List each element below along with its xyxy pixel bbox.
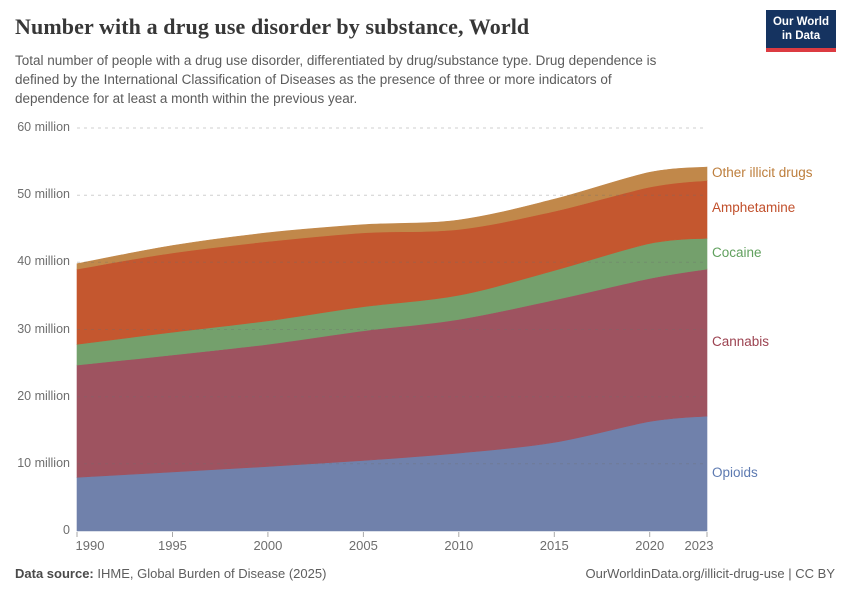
- owid-link[interactable]: OurWorldinData.org/illicit-drug-use | CC…: [585, 566, 836, 581]
- legend-label-cannabis[interactable]: Cannabis: [712, 333, 770, 349]
- owid-logo[interactable]: Our World in Data: [765, 10, 836, 52]
- x-tick-label: 2015: [539, 538, 569, 553]
- y-tick-label: 0: [63, 523, 70, 537]
- logo-line1: Our World: [772, 16, 829, 28]
- legend-label-amphetamine[interactable]: Amphetamine: [712, 200, 796, 216]
- legend-label-cocaine[interactable]: Cocaine: [712, 244, 762, 260]
- x-tick-label: 2000: [253, 538, 283, 553]
- x-tick-label: 1995: [157, 538, 187, 553]
- x-tick-label: 2010: [444, 538, 474, 553]
- x-tick-label: 2005: [348, 538, 378, 553]
- data-source-label: Data source:: [15, 566, 94, 581]
- y-tick-label: 40 million: [17, 254, 70, 269]
- legend-label-other[interactable]: Other illicit drugs: [712, 164, 813, 180]
- x-tick-label: 2023: [684, 538, 714, 553]
- x-tick-label: 1990: [75, 538, 105, 553]
- legend-label-opioids[interactable]: Opioids: [712, 464, 758, 480]
- y-tick-label: 20 million: [17, 388, 70, 403]
- data-source-value: IHME, Global Burden of Disease (2025): [97, 566, 327, 581]
- y-tick-label: 10 million: [17, 455, 70, 470]
- y-tick-label: 60 million: [17, 120, 70, 134]
- y-tick-label: 30 million: [17, 321, 70, 336]
- area-other-illicit-drugs[interactable]: [76, 166, 708, 270]
- x-tick-label: 2020: [635, 538, 665, 553]
- chart-subtitle: Total number of people with a drug use d…: [15, 53, 657, 106]
- data-source: Data source: IHME, Global Burden of Dise…: [15, 566, 326, 581]
- logo-line2: in Data: [781, 30, 821, 43]
- page-title: Number with a drug use disorder by subst…: [15, 14, 530, 39]
- y-tick-label: 50 million: [17, 187, 70, 202]
